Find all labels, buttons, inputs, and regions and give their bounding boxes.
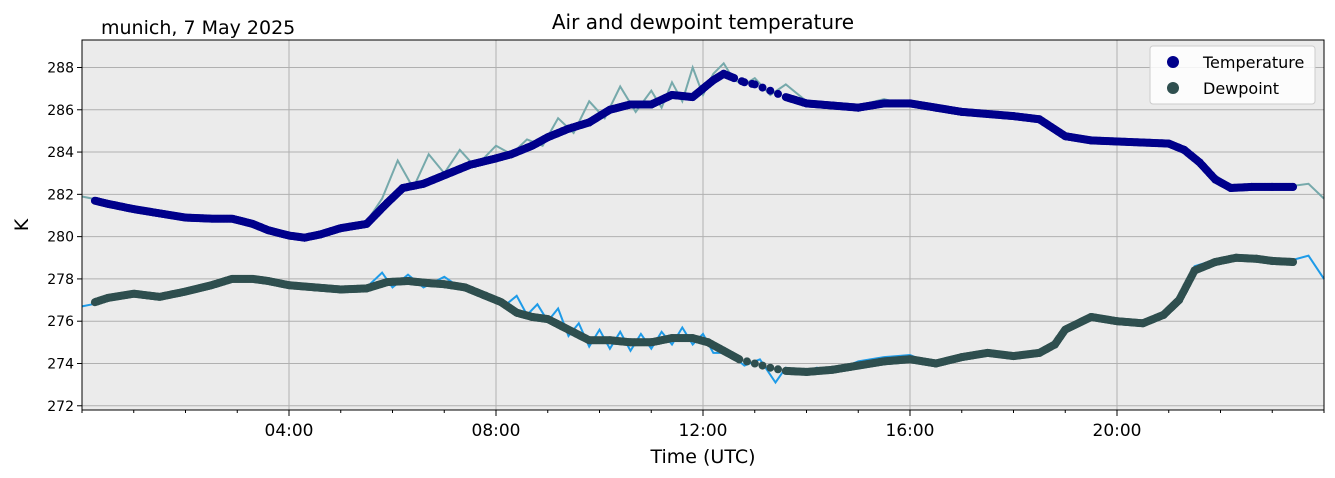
x-tick-label: 16:00 [886, 421, 935, 441]
y-tick-label: 274 [47, 356, 74, 372]
temperature-point [774, 89, 782, 98]
temperature-series [90, 69, 1297, 242]
y-tick-label: 276 [47, 314, 74, 330]
temperature-point [758, 83, 767, 92]
legend: Temperature Dewpoint [1149, 45, 1316, 105]
chart-subtitle: munich, 7 May 2025 [101, 17, 295, 39]
x-tick-label: 08:00 [472, 421, 521, 441]
x-tick-label: 12:00 [679, 421, 728, 441]
dewpoint-point [735, 355, 744, 364]
temperature-point [740, 78, 749, 87]
dewpoint-point [758, 361, 767, 370]
temperature-point [766, 86, 775, 95]
x-axis: 04:00 08:00 12:00 16:00 20:00 [81, 410, 1325, 441]
y-axis: 272 274 276 278 280 282 284 286 288 [47, 60, 82, 415]
temperature-point [750, 80, 759, 89]
y-tick-label: 284 [47, 145, 74, 161]
y-tick-label: 272 [47, 399, 74, 415]
dewpoint-point [1289, 258, 1297, 266]
legend-label-temperature: Temperature [1202, 53, 1304, 72]
dewpoint-point [766, 363, 775, 372]
dewpoint-series [90, 253, 1297, 376]
y-tick-label: 278 [47, 272, 74, 288]
legend-marker-temperature [1167, 56, 1179, 68]
y-tick-label: 280 [47, 230, 74, 246]
x-tick-label: 04:00 [265, 421, 314, 441]
y-tick-label: 288 [47, 60, 74, 76]
legend-label-dewpoint: Dewpoint [1203, 79, 1279, 98]
dewpoint-point [750, 359, 759, 368]
dewpoint-point [743, 357, 751, 366]
x-axis-label: Time (UTC) [649, 446, 755, 468]
y-tick-label: 286 [47, 103, 74, 119]
y-axis-label: K [11, 218, 33, 231]
series-layer [81, 61, 1325, 385]
temperature-point [1289, 182, 1297, 191]
temperature-point [730, 74, 739, 83]
legend-marker-dewpoint [1167, 82, 1179, 94]
legend-box [1149, 45, 1316, 105]
chart-title: Air and dewpoint temperature [552, 10, 854, 34]
x-tick-label: 20:00 [1093, 421, 1142, 441]
dewpoint-point [774, 365, 782, 374]
y-tick-label: 282 [47, 187, 74, 203]
